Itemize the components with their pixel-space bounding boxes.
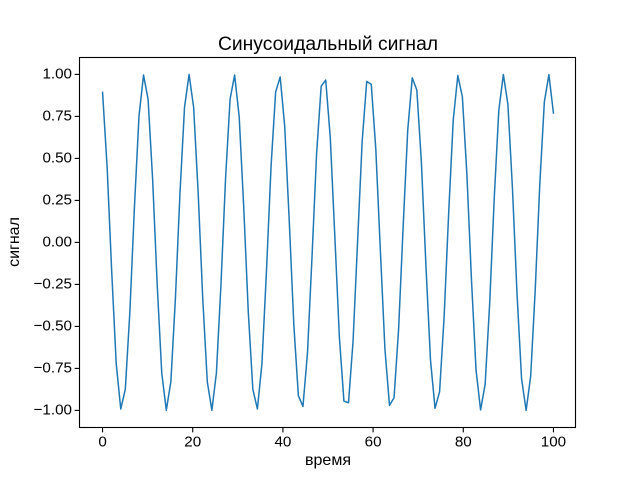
svg-text:40: 40	[274, 434, 291, 451]
svg-text:Синусоидальный сигнал: Синусоидальный сигнал	[218, 34, 438, 55]
svg-text:−0.50: −0.50	[34, 317, 72, 334]
svg-text:1.00: 1.00	[42, 65, 72, 82]
svg-text:время: время	[305, 452, 351, 469]
svg-text:0.75: 0.75	[42, 107, 72, 124]
svg-text:0.25: 0.25	[42, 191, 72, 208]
svg-text:80: 80	[455, 434, 472, 451]
svg-text:0.00: 0.00	[42, 233, 72, 250]
svg-text:−1.00: −1.00	[34, 401, 72, 418]
svg-text:−0.75: −0.75	[34, 359, 72, 376]
svg-text:20: 20	[184, 434, 201, 451]
svg-text:0: 0	[98, 434, 106, 451]
svg-text:−0.25: −0.25	[34, 275, 72, 292]
svg-text:0.50: 0.50	[42, 149, 72, 166]
svg-text:60: 60	[365, 434, 382, 451]
svg-text:сигнал: сигнал	[6, 217, 23, 267]
svg-text:100: 100	[541, 434, 566, 451]
